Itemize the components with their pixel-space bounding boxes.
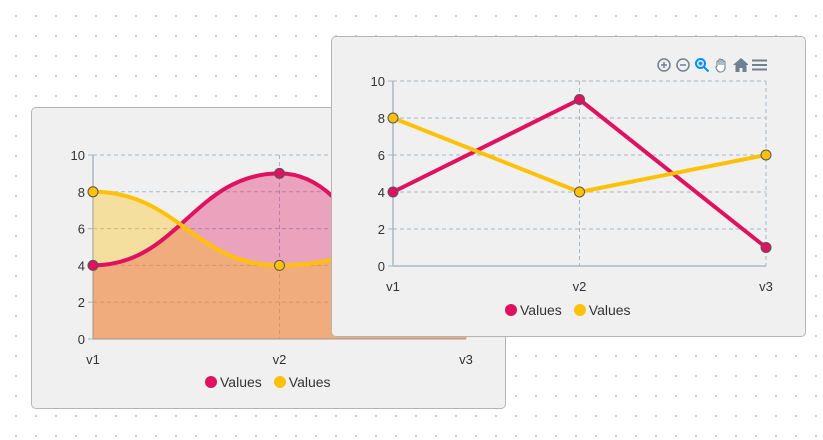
y-tick-label: 0 — [78, 332, 85, 347]
data-point — [87, 259, 99, 271]
data-point — [274, 259, 285, 271]
legend-marker — [273, 376, 286, 388]
legend-marker — [505, 304, 517, 316]
legend-label: Values — [220, 374, 262, 390]
y-tick-label: 2 — [78, 295, 85, 310]
legend-item[interactable]: Values — [505, 302, 562, 318]
pan-icon[interactable] — [713, 57, 729, 73]
x-tick-label: v2 — [273, 352, 287, 367]
y-tick-label: 4 — [378, 185, 385, 200]
y-tick-label: 6 — [78, 222, 85, 237]
y-tick-label: 0 — [378, 259, 385, 274]
data-point — [574, 94, 585, 105]
selection-zoom-icon[interactable] — [694, 57, 710, 73]
data-point — [760, 149, 772, 161]
legend-marker — [205, 376, 217, 388]
legend-marker — [573, 304, 586, 316]
legend: Values Values — [505, 302, 631, 318]
data-point — [387, 186, 399, 198]
data-point — [574, 186, 585, 198]
y-tick-label: 4 — [78, 258, 85, 273]
legend: Values Values — [205, 374, 331, 390]
y-tick-label: 8 — [78, 185, 85, 200]
x-tick-label: v3 — [459, 352, 473, 367]
line-chart-panel: 0 2 4 6 8 10 v1 v2 v3 Values Values — [331, 36, 806, 337]
data-point — [387, 112, 399, 124]
y-tick-label: 10 — [71, 148, 85, 163]
legend-item[interactable]: Values — [573, 302, 631, 318]
legend-item[interactable]: Values — [273, 374, 331, 390]
y-tick-label: 2 — [378, 222, 385, 237]
y-tick-label: 6 — [378, 148, 385, 163]
data-point — [760, 242, 772, 253]
zoom-in-icon[interactable] — [656, 57, 672, 73]
line-chart: 0 2 4 6 8 10 v1 v2 v3 — [371, 74, 773, 294]
legend-item[interactable]: Values — [205, 374, 262, 390]
y-tick-label: 10 — [371, 74, 385, 89]
chart-toolbar — [656, 57, 767, 73]
zoom-out-icon[interactable] — [675, 57, 691, 73]
legend-label: Values — [588, 302, 631, 318]
x-tick-label: v1 — [86, 352, 100, 367]
data-point — [274, 167, 285, 179]
x-tick-label: v2 — [573, 279, 587, 294]
data-point — [87, 186, 99, 198]
home-icon[interactable] — [732, 57, 748, 73]
x-tick-label: v1 — [386, 279, 400, 294]
legend-label: Values — [288, 374, 331, 390]
menu-icon[interactable] — [751, 57, 767, 73]
legend-label: Values — [520, 302, 562, 318]
y-tick-label: 8 — [378, 111, 385, 126]
x-tick-label: v3 — [759, 279, 773, 294]
